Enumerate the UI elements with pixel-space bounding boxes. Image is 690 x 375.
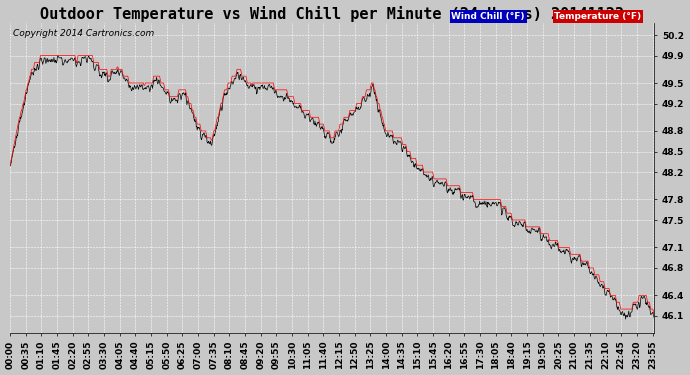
Text: Temperature (°F): Temperature (°F)	[555, 12, 642, 21]
Text: Wind Chill (°F): Wind Chill (°F)	[451, 12, 525, 21]
Text: Copyright 2014 Cartronics.com: Copyright 2014 Cartronics.com	[13, 29, 155, 38]
Title: Outdoor Temperature vs Wind Chill per Minute (24 Hours) 20141123: Outdoor Temperature vs Wind Chill per Mi…	[40, 6, 624, 21]
